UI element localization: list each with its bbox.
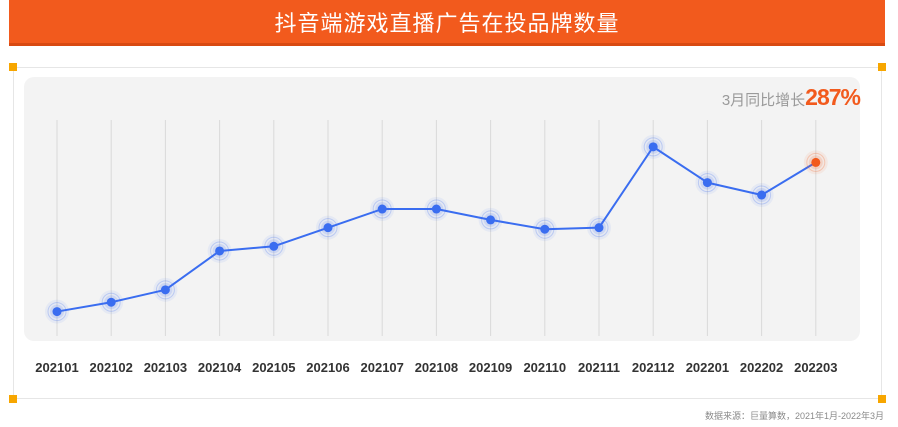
gridlines xyxy=(56,120,817,336)
growth-label: 3月同比增长 xyxy=(721,92,806,109)
x-tick-label-202103: 202103 xyxy=(144,360,187,375)
data-point-202106 xyxy=(316,215,340,240)
data-point-202105 xyxy=(261,234,286,259)
chart-title: 抖音端游戏直播广告在投品牌数量 xyxy=(274,10,620,36)
x-tick-label-202106: 202106 xyxy=(306,360,349,375)
x-tick-label-202109: 202109 xyxy=(469,360,512,375)
growth-annotation: 3月同比增长 287% xyxy=(721,84,861,111)
data-point-202201 xyxy=(695,170,720,195)
x-tick-label-202110: 202110 xyxy=(523,360,566,375)
data-points xyxy=(45,134,828,324)
x-tick-label-202108: 202108 xyxy=(415,360,458,375)
x-tick-label-202111: 202111 xyxy=(578,360,620,375)
x-tick-label-202203: 202203 xyxy=(794,360,837,375)
title-bar: 抖音端游戏直播广告在投品牌数量 xyxy=(9,0,885,43)
corner-marker-top-right xyxy=(878,63,886,71)
x-tick-label-202107: 202107 xyxy=(361,360,404,375)
data-point-202102 xyxy=(99,290,124,315)
data-point-202109 xyxy=(478,207,503,232)
corner-marker-top-left xyxy=(9,63,17,71)
x-tick-label-202105: 202105 xyxy=(252,360,295,375)
data-point-202202 xyxy=(749,183,774,208)
data-point-202108 xyxy=(424,197,449,222)
x-tick-label-202102: 202102 xyxy=(90,360,133,375)
x-tick-label-202202: 202202 xyxy=(740,360,783,375)
data-source: 数据来源：巨量算数，2021年1月-2022年3月 xyxy=(704,411,884,421)
data-point-202111 xyxy=(587,215,611,240)
data-point-202203 xyxy=(803,150,828,175)
x-axis-ticks: 202101 202102 202103 202104 202105 202106 2021… xyxy=(35,360,837,375)
corner-marker-bottom-right xyxy=(878,395,886,403)
plot-background xyxy=(24,77,860,341)
data-point-202112 xyxy=(641,134,666,159)
x-tick-label-202201: 202201 xyxy=(686,360,729,375)
data-point-202101 xyxy=(45,299,69,324)
x-tick-label-202104: 202104 xyxy=(198,360,242,375)
data-point-202107 xyxy=(370,197,395,222)
corner-marker-bottom-left xyxy=(9,395,17,403)
x-tick-label-202112: 202112 xyxy=(632,360,675,375)
x-tick-label-202101: 202101 xyxy=(35,360,78,375)
data-point-202104 xyxy=(207,238,232,263)
chart-frame xyxy=(13,67,882,399)
data-point-202103 xyxy=(153,277,178,302)
growth-value: 287% xyxy=(805,84,861,110)
data-point-202110 xyxy=(532,217,557,242)
